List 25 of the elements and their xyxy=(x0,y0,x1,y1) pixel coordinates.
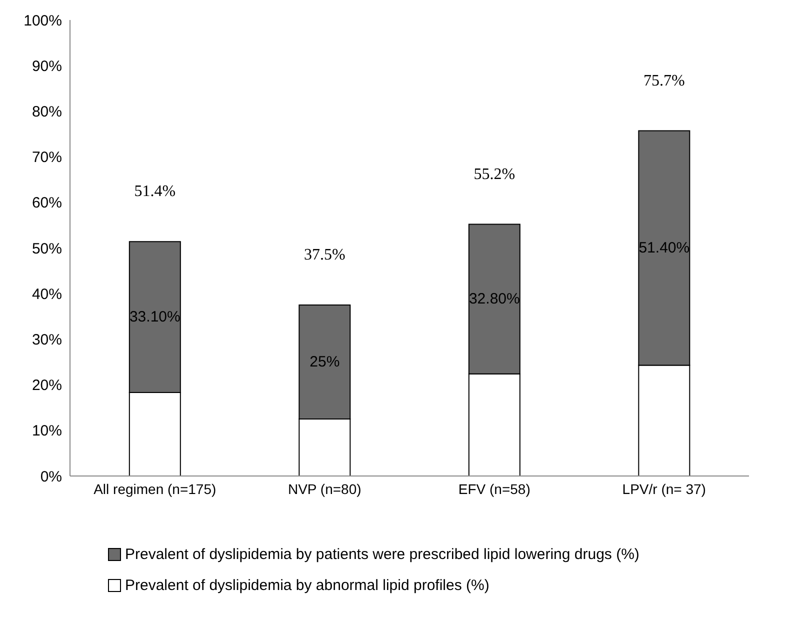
data-label: 51.40% xyxy=(638,240,690,256)
x-tick-label: All regimen (n=175) xyxy=(94,480,216,497)
y-tick-label: 70% xyxy=(32,149,62,166)
x-tick-label: NVP (n=80) xyxy=(288,480,362,497)
legend-label: Prevalent of dyslipidemia by patients were prescribed lipid lowering drugs (%) xyxy=(125,546,640,563)
data-label: 25% xyxy=(310,354,340,370)
data-label: 33.10% xyxy=(129,308,180,326)
y-tick-label: 20% xyxy=(32,377,62,394)
y-tick-label: 100% xyxy=(24,12,62,30)
y-tick-label: 0% xyxy=(40,468,62,486)
y-tick-label: 80% xyxy=(32,104,62,121)
y-tick-label: 10% xyxy=(32,422,62,440)
legend-label: Prevalent of dyslipidemia by abnormal lipid profiles (%) xyxy=(125,577,490,594)
total-label: 51.4% xyxy=(134,183,176,200)
y-tick-label: 50% xyxy=(32,240,62,258)
y-tick-label: 40% xyxy=(32,286,62,303)
y-tick-label: 60% xyxy=(32,194,62,212)
total-label: 37.5% xyxy=(304,246,346,264)
x-tick-label: LPV/r (n= 37) xyxy=(622,480,706,497)
total-label: 75.7% xyxy=(644,72,685,90)
data-label: 32.80% xyxy=(468,290,520,308)
total-label: 55.2% xyxy=(474,166,516,183)
x-tick-label: EFV (n=58) xyxy=(458,480,530,497)
y-tick-label: 90% xyxy=(32,58,62,75)
y-tick-label: 30% xyxy=(32,332,62,349)
